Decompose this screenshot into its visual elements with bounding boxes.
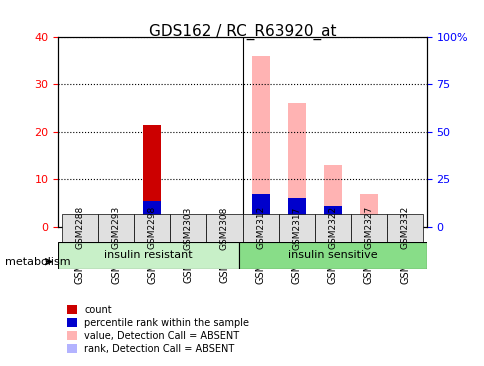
Legend: count, percentile rank within the sample, value, Detection Call = ABSENT, rank, : count, percentile rank within the sample… — [63, 301, 253, 358]
Bar — [323, 165, 341, 227]
Text: GSM2317: GSM2317 — [291, 206, 301, 250]
FancyBboxPatch shape — [239, 242, 426, 269]
Text: insulin resistant: insulin resistant — [104, 250, 193, 260]
Bar — [215, 215, 233, 227]
Bar — [143, 203, 161, 227]
FancyBboxPatch shape — [314, 214, 350, 242]
Text: GSM2308: GSM2308 — [219, 206, 228, 250]
FancyBboxPatch shape — [350, 214, 386, 242]
FancyBboxPatch shape — [61, 214, 98, 242]
Bar — [107, 220, 125, 227]
Text: GSM2322: GSM2322 — [328, 206, 337, 249]
Bar — [287, 198, 305, 227]
Text: GSM2327: GSM2327 — [364, 206, 373, 250]
Bar — [287, 103, 305, 227]
Bar — [143, 124, 161, 227]
Text: metabolism: metabolism — [5, 257, 70, 267]
Bar — [251, 194, 269, 227]
FancyBboxPatch shape — [170, 214, 206, 242]
Bar — [251, 56, 269, 227]
FancyBboxPatch shape — [206, 214, 242, 242]
Bar — [359, 217, 377, 227]
FancyBboxPatch shape — [58, 242, 239, 269]
Text: GSM2312: GSM2312 — [256, 206, 265, 250]
FancyBboxPatch shape — [98, 214, 134, 242]
Text: GSM2303: GSM2303 — [183, 206, 193, 250]
Text: GSM2293: GSM2293 — [111, 206, 120, 250]
Text: GSM2332: GSM2332 — [400, 206, 409, 250]
Bar — [359, 220, 377, 227]
Text: GSM2288: GSM2288 — [75, 206, 84, 250]
Bar — [71, 220, 89, 227]
Bar — [359, 194, 377, 227]
FancyBboxPatch shape — [386, 214, 423, 242]
Bar — [323, 205, 341, 227]
Bar — [71, 215, 89, 227]
Bar — [215, 222, 233, 227]
Text: GSM2298: GSM2298 — [147, 206, 156, 250]
Text: insulin sensitive: insulin sensitive — [287, 250, 377, 260]
Bar — [143, 201, 161, 227]
FancyBboxPatch shape — [278, 214, 314, 242]
FancyBboxPatch shape — [134, 214, 170, 242]
FancyBboxPatch shape — [242, 214, 278, 242]
Text: GDS162 / RC_R63920_at: GDS162 / RC_R63920_at — [149, 24, 335, 40]
Bar — [107, 222, 125, 227]
